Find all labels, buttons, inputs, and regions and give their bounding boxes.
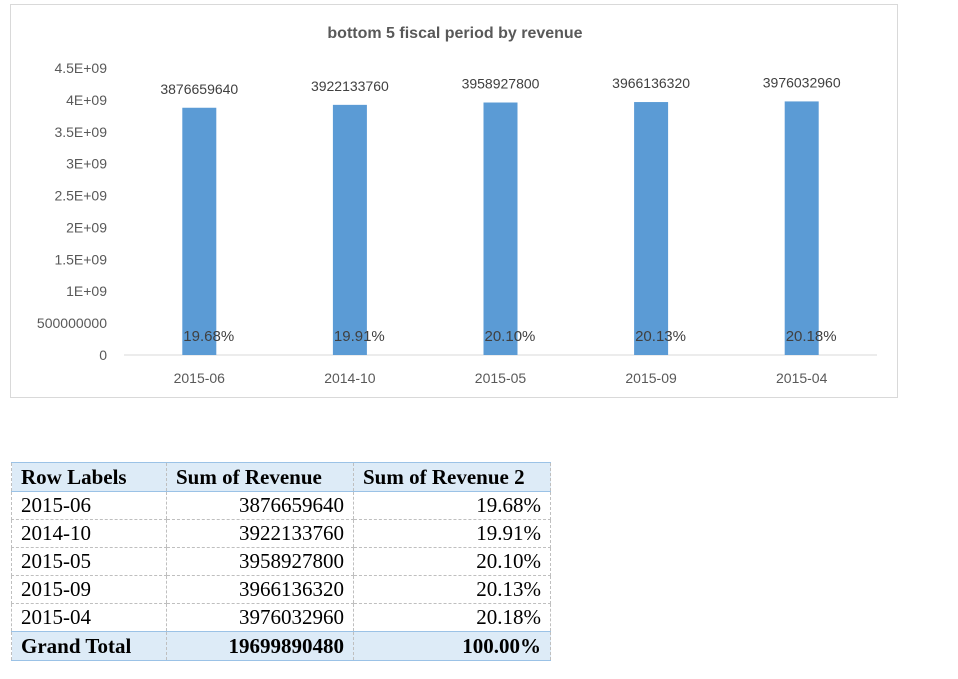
percent-data-label: 20.18% [786,328,837,345]
table-row-cell: 19.68% [353,491,551,520]
bar [634,102,669,355]
value-data-label: 3976032960 [763,74,841,90]
percent-data-label: 20.10% [485,328,536,345]
value-data-label: 3876659640 [160,81,238,97]
table-row-cell: 3922133760 [166,519,354,548]
table-row-cell: 19.91% [353,519,551,548]
table-row: 2014-10 3922133760 19.91% [11,519,551,548]
percent-data-label: 19.68% [183,328,234,345]
x-tick-label: 2015-09 [625,370,677,386]
grand-total-row: Grand Total 19699890480 100.00% [11,631,551,661]
bar [483,102,518,355]
table-row: 2015-06 3876659640 19.68% [11,491,551,520]
table-row-cell: 3876659640 [166,491,354,520]
y-tick-label: 4E+09 [66,92,107,108]
percent-data-label: 20.13% [635,328,686,345]
table-row-cell: 3966136320 [166,575,354,604]
x-tick-label: 2015-05 [475,370,527,386]
table-header-cell: Sum of Revenue 2 [353,462,551,492]
table-row: 2015-04 3976032960 20.18% [11,603,551,632]
table-row-cell: 20.13% [353,575,551,604]
y-tick-label: 4.5E+09 [54,60,107,76]
grand-total-row-cell: Grand Total [11,631,167,661]
x-tick-label: 2014-10 [324,370,376,386]
table-header: Row Labels Sum of Revenue Sum of Revenue 2 [11,462,551,492]
y-tick-label: 500000000 [37,315,107,331]
table-row: 2015-05 3958927800 20.10% [11,547,551,576]
table-row-cell: 2015-04 [11,603,167,632]
table-row-cell: 2015-09 [11,575,167,604]
table-row-cell: 2015-05 [11,547,167,576]
y-tick-label: 1.5E+09 [54,251,107,267]
value-data-label: 3922133760 [311,78,389,94]
table-header-cell: Sum of Revenue [166,462,354,492]
pivot-table: Row Labels Sum of Revenue Sum of Revenue 2… [11,462,551,661]
grand-total-row-cell: 19699890480 [166,631,354,661]
table-row-cell: 2014-10 [11,519,167,548]
table-row-cell: 2015-06 [11,491,167,520]
grand-total-row-cell: 100.00% [353,631,551,661]
value-data-label: 3966136320 [612,75,690,91]
chart-title: bottom 5 fiscal period by revenue [327,25,582,42]
y-tick-label: 3.5E+09 [54,124,107,140]
y-tick-label: 0 [99,347,107,363]
bar [332,104,367,355]
table-row-cell: 20.18% [353,603,551,632]
x-tick-label: 2015-04 [776,370,828,386]
percent-data-label: 19.91% [334,328,385,345]
chart-area: bottom 5 fiscal period by revenue 0 50000… [10,4,898,398]
y-tick-label: 2E+09 [66,219,107,235]
x-tick-label: 2015-06 [174,370,226,386]
y-tick-label: 2.5E+09 [54,188,107,204]
table-row-cell: 3958927800 [166,547,354,576]
y-tick-label: 3E+09 [66,156,107,172]
bar [784,101,819,355]
bar [182,107,217,355]
y-tick-label: 1E+09 [66,283,107,299]
bar-chart: bottom 5 fiscal period by revenue 0 50000… [37,25,877,386]
table-header-cell: Row Labels [11,462,167,492]
table-row-cell: 20.10% [353,547,551,576]
value-data-label: 3958927800 [462,76,540,92]
table-row: 2015-09 3966136320 20.13% [11,575,551,604]
table-row-cell: 3976032960 [166,603,354,632]
